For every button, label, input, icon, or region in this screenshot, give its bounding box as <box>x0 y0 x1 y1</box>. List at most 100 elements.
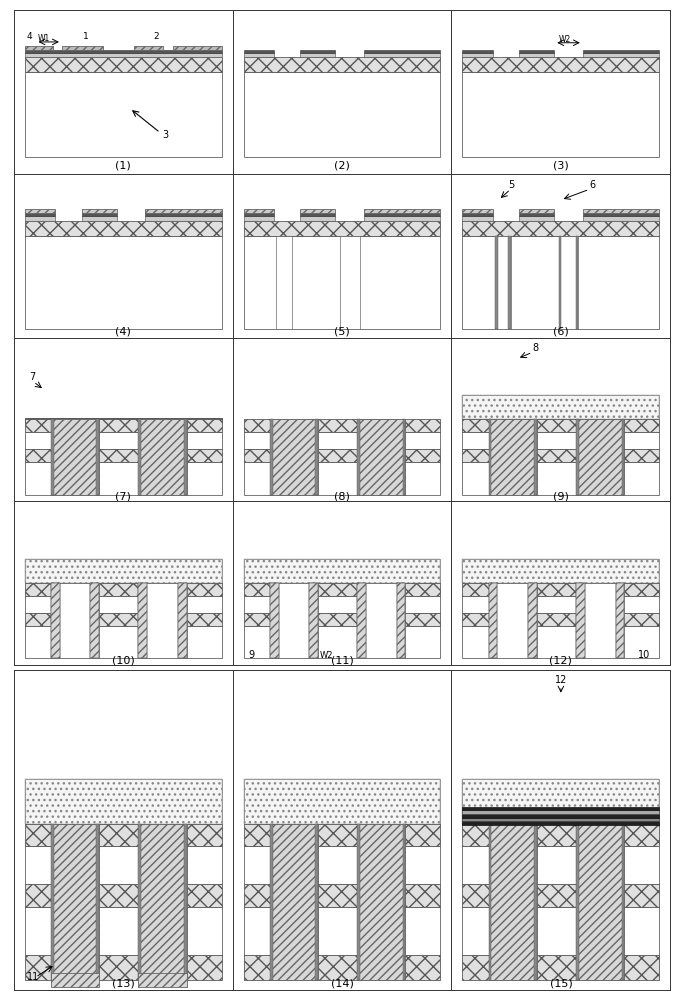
Bar <box>145 209 222 213</box>
Bar <box>244 419 440 432</box>
Bar <box>51 824 99 980</box>
Bar <box>244 53 274 57</box>
Bar <box>25 596 222 613</box>
Bar <box>51 973 99 987</box>
Text: 9: 9 <box>248 650 254 660</box>
Bar <box>462 209 493 213</box>
Bar <box>244 57 440 72</box>
Bar <box>495 236 498 329</box>
Bar <box>403 824 406 980</box>
Bar <box>51 583 99 658</box>
Bar <box>244 884 440 907</box>
Text: (10): (10) <box>111 655 135 665</box>
Bar <box>269 824 318 980</box>
Bar <box>488 824 537 980</box>
Bar <box>462 613 659 626</box>
Bar <box>25 613 222 626</box>
Bar <box>244 559 440 583</box>
Bar <box>309 583 318 658</box>
Bar <box>462 807 659 810</box>
Bar <box>244 209 274 213</box>
Bar <box>25 57 222 72</box>
Bar <box>495 236 510 329</box>
Bar <box>462 583 659 596</box>
Bar <box>25 884 222 907</box>
Bar <box>300 53 335 57</box>
Bar <box>25 236 222 329</box>
Bar <box>622 419 624 495</box>
Bar <box>462 818 659 821</box>
Bar <box>462 559 659 583</box>
Bar <box>244 779 440 824</box>
Bar <box>25 626 222 658</box>
Bar <box>244 583 440 596</box>
Bar <box>583 216 659 221</box>
Bar <box>462 462 659 495</box>
Bar <box>244 955 440 980</box>
Bar <box>25 955 222 980</box>
Bar <box>357 583 406 658</box>
Bar <box>25 583 222 596</box>
Bar <box>25 432 222 449</box>
Bar <box>25 419 222 432</box>
Bar <box>51 824 54 980</box>
Bar <box>269 419 318 495</box>
Bar <box>96 419 99 495</box>
Bar <box>309 583 318 658</box>
Bar <box>300 213 335 216</box>
Bar <box>25 209 55 213</box>
Bar <box>90 583 99 658</box>
Bar <box>488 419 537 495</box>
Bar <box>25 449 222 462</box>
Bar <box>559 236 562 329</box>
Bar <box>462 884 659 907</box>
Bar <box>357 824 406 980</box>
Bar <box>462 53 493 57</box>
Bar <box>138 583 147 658</box>
Bar <box>244 449 440 462</box>
Text: (15): (15) <box>549 979 573 989</box>
Bar <box>462 955 659 980</box>
Bar <box>357 583 366 658</box>
Bar <box>244 596 440 613</box>
Bar <box>25 583 222 596</box>
Bar <box>357 419 360 495</box>
Bar <box>174 46 222 50</box>
Bar <box>51 824 99 980</box>
Bar <box>576 583 624 658</box>
Bar <box>244 50 274 53</box>
Bar <box>81 209 116 213</box>
Bar <box>184 419 187 495</box>
Bar <box>178 583 187 658</box>
Bar <box>244 216 274 221</box>
Bar <box>583 53 659 57</box>
Bar <box>462 419 659 432</box>
Bar <box>25 779 222 824</box>
Bar <box>462 419 659 432</box>
Bar <box>462 209 493 213</box>
Bar <box>508 236 510 329</box>
Text: 11: 11 <box>27 972 39 982</box>
Bar <box>462 613 659 626</box>
Bar <box>244 559 440 583</box>
Bar <box>90 583 99 658</box>
Bar <box>138 583 147 658</box>
Bar <box>616 583 624 658</box>
Bar <box>462 221 659 236</box>
Bar <box>576 583 585 658</box>
Bar <box>244 824 440 846</box>
Bar <box>519 209 554 213</box>
Bar <box>300 209 335 213</box>
Bar <box>462 213 493 216</box>
Text: 1: 1 <box>83 32 89 41</box>
Bar <box>25 216 55 221</box>
Text: 7: 7 <box>29 372 36 382</box>
Bar <box>462 449 659 462</box>
Bar <box>134 46 163 50</box>
Bar <box>244 236 440 329</box>
Text: (8): (8) <box>334 492 350 502</box>
Text: (9): (9) <box>553 492 569 502</box>
Bar <box>25 907 222 955</box>
Bar <box>51 419 99 495</box>
Text: W1: W1 <box>38 34 51 43</box>
